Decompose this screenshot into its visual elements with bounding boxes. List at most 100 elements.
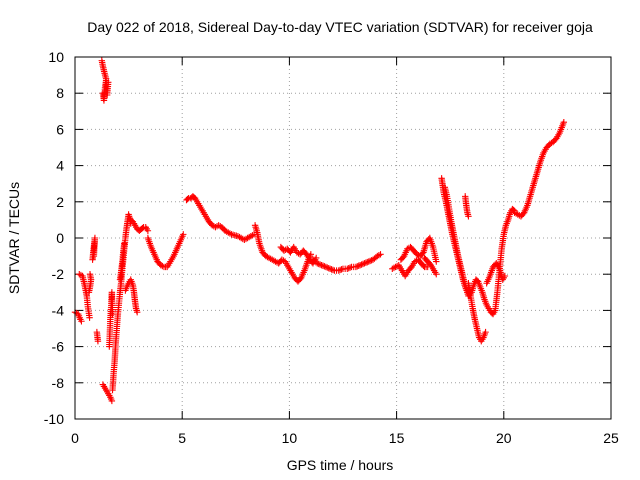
y-tick-label: -10 [44,411,64,427]
series-s26 [483,260,509,287]
data-point [352,263,360,271]
y-tick-label: -2 [52,266,65,282]
data-point [319,262,327,269]
data-point [356,261,364,269]
data-point [465,213,472,220]
series-s5 [93,328,102,345]
data-point [314,260,321,267]
data-point [335,267,342,274]
data-point [318,261,325,269]
data-point [121,240,128,247]
plot-frame [74,56,612,420]
data-point [560,118,568,126]
chart-title: Day 022 of 2018, Sidereal Day-to-day VTE… [87,19,593,35]
series-s10 [109,211,134,394]
data-point [78,318,85,325]
data-point [94,337,102,345]
series-s20 [397,234,440,265]
data-point [377,251,384,258]
data-point [315,260,322,268]
series-s24 [462,193,472,220]
data-point [108,397,116,405]
x-axis-label: GPS time / hours [287,457,394,473]
data-point [355,262,362,269]
data-point [144,227,152,234]
series-s9 [106,289,116,350]
data-point [105,79,112,86]
data-point [346,264,354,271]
data-point [366,257,374,265]
series-s23 [441,184,472,300]
data-points [71,57,568,405]
y-tick-label: 4 [56,158,64,174]
series-s13 [127,216,152,234]
y-tick-label: 10 [48,49,64,65]
data-point [433,271,440,278]
data-point [364,258,371,266]
data-point [86,314,93,321]
x-tick-label: 5 [178,430,186,446]
series-s27 [511,118,568,220]
y-tick-label: 0 [56,230,64,246]
data-point [325,264,332,272]
y-tick-label: -8 [52,375,65,391]
y-tick-label: 8 [56,85,64,101]
data-point [321,263,328,270]
series-s8 [99,381,116,405]
series-s17 [277,243,320,267]
data-point [510,206,517,214]
data-point [326,265,334,272]
data-point [184,195,191,203]
x-tick-label: 25 [603,430,619,446]
series-s7 [99,77,112,104]
data-point [86,271,94,278]
data-point [316,261,324,268]
y-tick-label: 2 [56,194,64,210]
y-tick-label: -4 [52,302,65,318]
x-tick-label: 0 [71,430,79,446]
y-tick-label: -6 [52,339,65,355]
data-point [324,264,331,271]
data-point [361,260,368,267]
data-point [180,231,187,238]
y-tick-label: 6 [56,121,64,137]
grid-lines [75,57,611,419]
y-tick-labels: -10 -8 -6 -4 -2 0 2 4 6 8 10 [44,49,64,427]
series-s11 [116,240,128,283]
data-point [354,263,361,270]
series-s18 [309,251,384,274]
series-s19 [389,256,431,280]
data-point [359,260,367,268]
x-tick-label: 10 [282,430,298,446]
series-s6 [98,57,110,82]
data-point [345,264,352,272]
series-s25 [465,280,489,345]
series-s15 [183,193,258,244]
x-tick-labels: 0 5 10 15 20 25 [71,430,619,446]
series-s3 [85,271,95,296]
data-point [482,328,489,336]
data-point [139,224,146,232]
data-point [358,261,365,268]
data-point [336,266,344,274]
data-point [109,310,116,318]
x-tick-label: 20 [496,430,512,446]
data-point [501,272,509,280]
series-s1 [71,309,85,325]
series-s4 [89,234,99,263]
y-axis-label: SDTVAR / TECUs [6,182,22,294]
data-point [362,259,370,266]
data-point [338,266,345,273]
data-point [365,258,372,265]
data-point [322,263,330,271]
series-s22 [438,175,518,318]
data-point [328,266,335,273]
data-point [133,309,141,316]
data-point [329,266,337,274]
data-point [433,258,440,265]
data-point [90,252,98,260]
x-tick-label: 15 [389,430,405,446]
series-s14 [144,231,187,271]
series-s12 [122,276,141,316]
